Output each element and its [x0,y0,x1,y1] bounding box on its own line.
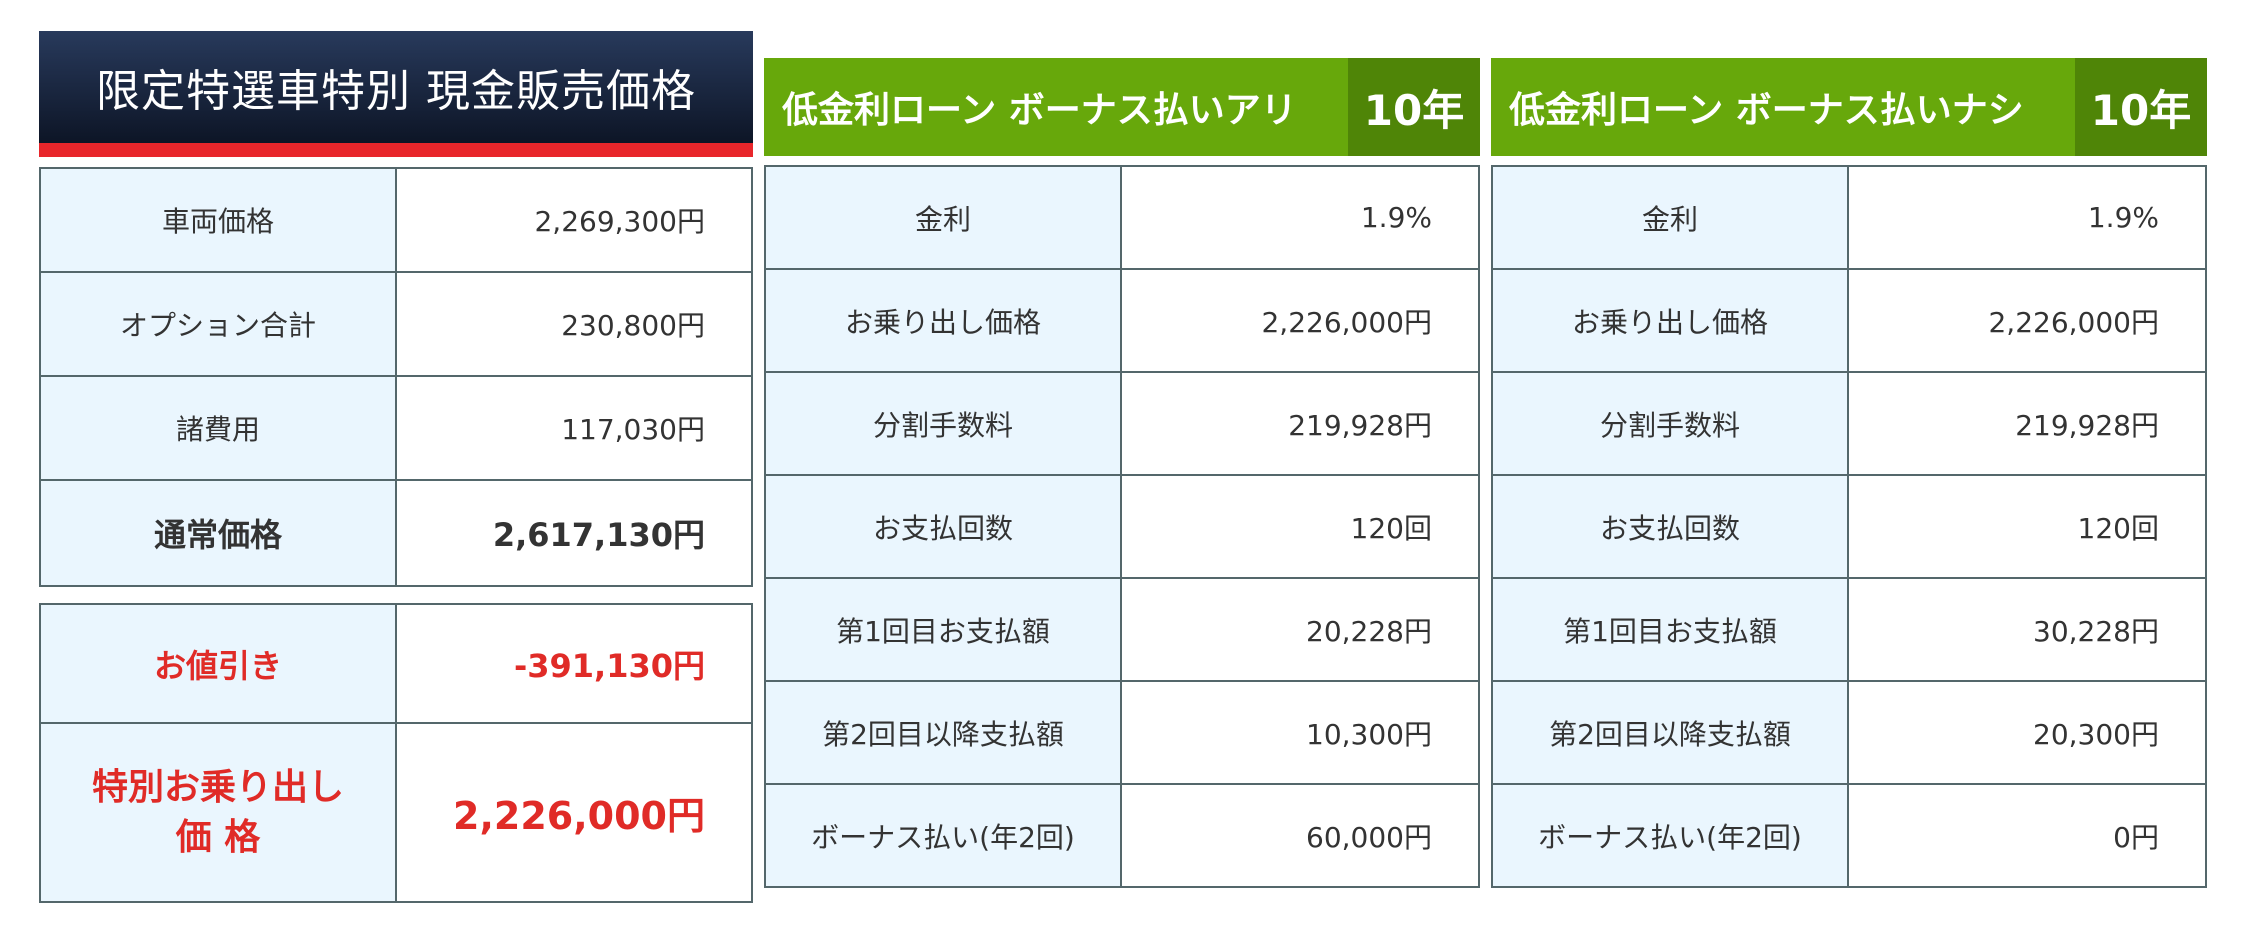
subsequent-payment-label: 第2回目以降支払額 [1491,680,1849,785]
first-payment-value: 30,228円 [1847,577,2207,682]
vehicle-price-label: 車両価格 [39,167,397,273]
table-row: 第2回目以降支払額 10,300円 [764,680,1480,785]
table-row: 第1回目お支払額 30,228円 [1491,577,2207,682]
special-price-label-line1: 特別お乗り出し [91,766,344,808]
table-row: オプション合計 230,800円 [39,271,753,377]
table-row: お値引き -391,130円 [39,603,753,724]
discount-table: お値引き -391,130円 特別お乗り出し 価 格 2,226,000円 [39,603,753,903]
table-row: 車両価格 2,269,300円 [39,167,753,273]
table-row: 分割手数料 219,928円 [764,371,1480,476]
cash-price-title: 限定特選車特別 現金販売価格 [96,66,696,117]
loan-with-bonus-table: 金利 1.9% お乗り出し価格 2,226,000円 分割手数料 219,928… [764,165,1480,888]
regular-price-label: 通常価格 [39,479,397,587]
special-price-label: 特別お乗り出し 価 格 [39,722,397,903]
first-payment-label: 第1回目お支払額 [1491,577,1849,682]
payment-count-label: お支払回数 [1491,474,1849,579]
drive-away-price-label: お乗り出し価格 [1491,268,1849,373]
bonus-payment-label: ボーナス払い(年2回) [1491,783,1849,888]
drive-away-price-label: お乗り出し価格 [764,268,1122,373]
option-total-label: オプション合計 [39,271,397,377]
table-row: 金利 1.9% [1491,165,2207,270]
installment-fee-label: 分割手数料 [764,371,1122,476]
special-price-value: 2,226,000円 [395,722,753,903]
installment-fee-label: 分割手数料 [1491,371,1849,476]
interest-rate-value: 1.9% [1120,165,1480,270]
installment-fee-value: 219,928円 [1120,371,1480,476]
table-row: 分割手数料 219,928円 [1491,371,2207,476]
regular-price-value: 2,617,130円 [395,479,753,587]
bonus-payment-value: 60,000円 [1120,783,1480,888]
table-row: 第1回目お支払額 20,228円 [764,577,1480,682]
table-row: 金利 1.9% [764,165,1480,270]
interest-rate-value: 1.9% [1847,165,2207,270]
payment-count-label: お支払回数 [764,474,1122,579]
first-payment-label: 第1回目お支払額 [764,577,1122,682]
cash-price-table: 車両価格 2,269,300円 オプション合計 230,800円 諸費用 117… [39,167,753,587]
installment-fee-value: 219,928円 [1847,371,2207,476]
table-row: 諸費用 117,030円 [39,375,753,481]
loan-with-bonus-years-badge: 10年 [1348,58,1480,156]
table-row: 特別お乗り出し 価 格 2,226,000円 [39,722,753,903]
expenses-value: 117,030円 [395,375,753,481]
bonus-payment-value: 0円 [1847,783,2207,888]
vehicle-price-value: 2,269,300円 [395,167,753,273]
expenses-label: 諸費用 [39,375,397,481]
table-row: お支払回数 120回 [1491,474,2207,579]
payment-count-value: 120回 [1847,474,2207,579]
loan-without-bonus-title: 低金利ローン ボーナス払いナシ [1509,90,2024,131]
payment-count-value: 120回 [1120,474,1480,579]
subsequent-payment-value: 10,300円 [1120,680,1480,785]
loan-without-bonus-header: 低金利ローン ボーナス払いナシ 10年 [1491,58,2207,156]
subsequent-payment-value: 20,300円 [1847,680,2207,785]
loan-with-bonus-header: 低金利ローン ボーナス払いアリ 10年 [764,58,1480,156]
table-row: 通常価格 2,617,130円 [39,479,753,587]
table-row: お乗り出し価格 2,226,000円 [1491,268,2207,373]
table-row: ボーナス払い(年2回) 60,000円 [764,783,1480,888]
first-payment-value: 20,228円 [1120,577,1480,682]
bonus-payment-label: ボーナス払い(年2回) [764,783,1122,888]
discount-value: -391,130円 [395,603,753,724]
option-total-value: 230,800円 [395,271,753,377]
loan-without-bonus-years-badge: 10年 [2075,58,2207,156]
table-row: お支払回数 120回 [764,474,1480,579]
loan-without-bonus-table: 金利 1.9% お乗り出し価格 2,226,000円 分割手数料 219,928… [1491,165,2207,888]
interest-rate-label: 金利 [1491,165,1849,270]
discount-label: お値引き [39,603,397,724]
special-price-label-line2: 価 格 [175,816,261,858]
table-row: ボーナス払い(年2回) 0円 [1491,783,2207,888]
table-row: お乗り出し価格 2,226,000円 [764,268,1480,373]
cash-price-header: 限定特選車特別 現金販売価格 [39,31,753,157]
table-row: 第2回目以降支払額 20,300円 [1491,680,2207,785]
drive-away-price-value: 2,226,000円 [1120,268,1480,373]
interest-rate-label: 金利 [764,165,1122,270]
subsequent-payment-label: 第2回目以降支払額 [764,680,1122,785]
drive-away-price-value: 2,226,000円 [1847,268,2207,373]
loan-with-bonus-title: 低金利ローン ボーナス払いアリ [782,90,1297,131]
